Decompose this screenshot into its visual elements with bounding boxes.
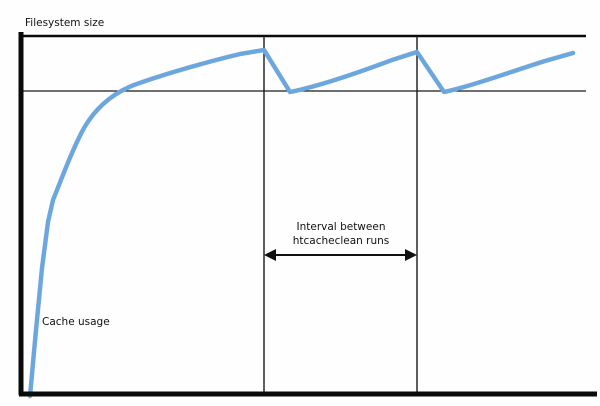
interval-arrow — [264, 249, 417, 261]
filesystem-size-label: Filesystem size — [25, 17, 104, 29]
interval-annotation-line-1: Interval between — [297, 221, 386, 233]
interval-arrow-head-left — [264, 249, 276, 261]
interval-arrow-head-right — [405, 249, 417, 261]
cache-usage-label: Cache usage — [42, 316, 110, 328]
interval-annotation-line-2: htcacheclean runs — [293, 235, 390, 247]
cache-usage-curve — [27, 47, 576, 399]
